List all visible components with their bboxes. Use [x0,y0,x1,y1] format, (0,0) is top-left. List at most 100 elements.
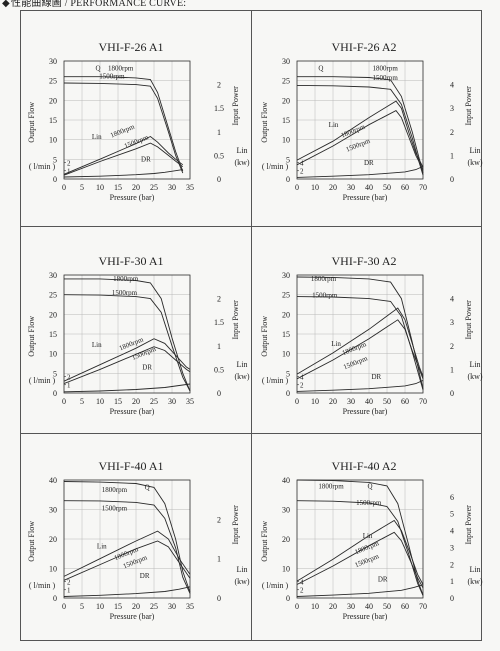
y-tick-label: 30 [49,271,57,280]
curve-label: Lin [92,133,102,141]
chart-svg: VHI-F-26 A20 10 20 30 40 50 60 7005101520253024… [260,40,483,202]
curve-label: Q [368,482,373,490]
y2-tick-label: 0 [450,175,454,184]
y-axis-unit: ( l/min ) [262,162,289,171]
y-tick-label: 0 [53,175,57,184]
y-tick-label: 10 [49,350,57,359]
y2-tick-label: 0 [450,594,454,603]
y-minor-tick-label: 2 [300,382,304,390]
y-tick-label: 30 [282,506,290,515]
curve-label: 1800rpm [102,486,128,494]
x-tick-label: 15 [114,397,122,406]
curve-label: Lin [363,532,373,540]
curve-label: 1800rpm [318,482,344,490]
frame-divider-vertical [251,10,252,641]
y-tick-label: 5 [286,369,290,378]
curve-label: Lin [329,121,339,129]
chart-grid [63,60,191,180]
series-line-q-1800rpm [297,76,424,174]
series-line-q-1500rpm [63,500,191,594]
chart-grid [63,479,191,599]
y-tick-label: 40 [49,476,57,485]
frame-divider-row-1 [20,226,482,227]
x-axis-label: Pressure (bar) [343,193,388,202]
y2-tick-label: 1 [450,577,454,586]
curve-label: Q [318,64,323,72]
x-tick-label: 30 [168,397,176,406]
y-minor-tick-label: 1 [67,382,71,390]
curve-label: 1500rpm [102,505,128,513]
y-tick-label: 20 [282,535,290,544]
plot-area [63,479,191,599]
y2-tick-label: 1 [450,151,454,160]
y-axis-unit: ( l/min ) [29,162,56,171]
y2-tick-label: 0.5 [214,151,224,160]
y-tick-label: 20 [49,96,57,105]
series-line-q-1800rpm [296,276,424,390]
plot-area [296,274,424,394]
x-tick-label: 10 [96,602,104,611]
series-line-dr [296,584,424,597]
y2-tick-label: 3 [450,104,454,113]
y-tick-label: 5 [53,155,57,164]
x-tick-label: 15 [114,183,122,192]
chart-panel-vhi-f-40-a1: VHI-F-40 A1 0 5 10 15 20 25 30 35 0 10 20 30 40 1 2 0 1 2 P… [22,432,252,642]
y3-axis-label: Lin [469,146,480,155]
y-tick-label: 10 [49,136,57,145]
chart-svg: VHI-F-40 A20 10 20 30 40 50 60 7001020304024012… [260,459,483,621]
y-tick-label: 30 [282,57,290,66]
curve-label: 1800rpm [311,275,337,283]
y2-axis-label: Input Power [231,300,240,340]
series-line-q-1500rpm [296,84,424,176]
x-axis-label: Pressure (bar) [343,612,388,621]
x-tick-label: 0 [295,602,299,611]
y-axis-label: Output Flow [27,521,36,562]
y-minor-tick-label: 4 [300,578,304,586]
y-axis-label: Output Flow [260,102,269,143]
curve-label: DR [140,572,150,580]
y-tick-label: 20 [49,535,57,544]
y2-tick-label: 1 [450,365,454,374]
y3-axis-unit: (kw) [234,372,249,381]
y-tick-label: 15 [282,330,290,339]
y-tick-label: 10 [282,565,290,574]
curve-label: 1500rpm [112,289,138,297]
x-tick-label: 60 [401,183,409,192]
x-tick-label: 0 [62,183,66,192]
curve-label: Q [145,483,150,491]
y-minor-tick-label: 4 [300,159,304,167]
y-tick-label: 0 [286,175,290,184]
y-tick-label: 30 [49,57,57,66]
x-tick-label: 40 [365,602,373,611]
chart-title: VHI-F-30 A1 [99,254,164,268]
series-line-lin-1500rpm [63,346,191,385]
series-line-lin-1500rpm [296,319,424,380]
curve-label: 1800rpm [340,122,367,139]
y2-tick-label: 1.5 [214,318,224,327]
x-axis-label: Pressure (bar) [343,407,388,416]
series-line-dr [63,383,191,393]
x-tick-label: 10 [311,397,319,406]
chart-svg: VHI-F-30 A10 5 10 15 20 25 30 35051015202530120… [27,254,250,416]
y-tick-label: 30 [49,506,57,515]
series-line-lin-1800rpm [63,338,191,382]
y-minor-tick-label: 1 [67,587,71,595]
chart-title: VHI-F-40 A1 [99,459,164,473]
chart-title: VHI-F-26 A2 [332,40,397,54]
x-tick-label: 20 [329,602,337,611]
y2-tick-label: 6 [450,493,454,502]
y-minor-tick-label: 2 [67,373,71,381]
chart-grid [296,60,424,180]
y-tick-label: 5 [286,155,290,164]
x-tick-label: 5 [80,602,84,611]
series-line-dr [296,165,424,178]
chart-svg: VHI-F-40 A10 5 10 15 20 25 30 3501020304012012P… [27,459,250,621]
y2-tick-label: 4 [450,81,454,90]
y-minor-tick-label: 2 [300,168,304,176]
y2-tick-label: 0 [217,594,221,603]
y-tick-label: 30 [282,271,290,280]
curve-label: 1800rpm [373,64,399,72]
curve-label: DR [378,575,388,583]
chart-panel-vhi-f-26-a2: VHI-F-26 A2 0 10 20 30 40 50 60 70 0 5 10 15 20 25 30 2 4… [255,13,485,223]
frame-divider-row-2 [20,433,482,434]
